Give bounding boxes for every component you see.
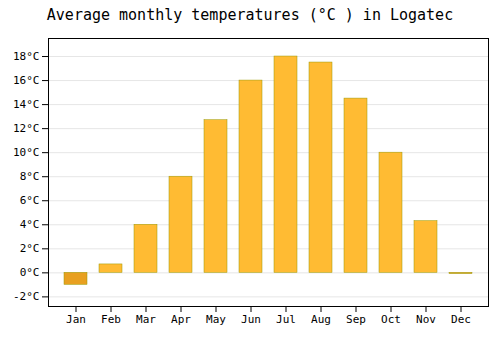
svg-text:Dec: Dec (451, 313, 471, 326)
svg-text:12°C: 12°C (13, 122, 40, 135)
svg-text:Apr: Apr (171, 313, 191, 326)
svg-text:6°C: 6°C (20, 194, 40, 207)
svg-text:16°C: 16°C (13, 74, 40, 87)
svg-text:Jul: Jul (276, 313, 296, 326)
html-text:Average monthly temperatures (: Average monthly temperatures (°C ) in Lo… (46, 6, 454, 24)
svg-text:Nov: Nov (416, 313, 436, 326)
svg-text:Sep: Sep (346, 313, 366, 326)
svg-text:Feb: Feb (101, 313, 121, 326)
svg-text:Jan: Jan (66, 313, 86, 326)
svg-text:Jun: Jun (241, 313, 261, 326)
svg-text:Mar: Mar (136, 313, 156, 326)
svg-text:2°C: 2°C (20, 242, 40, 255)
svg-text:May: May (206, 313, 226, 326)
svg-text:0°C: 0°C (20, 266, 40, 279)
svg-text:4°C: 4°C (20, 218, 40, 231)
svg-text:Aug: Aug (311, 313, 331, 326)
svg-text:14°C: 14°C (13, 98, 40, 111)
svg-text:18°C: 18°C (13, 50, 40, 63)
svg-text:10°C: 10°C (13, 146, 40, 159)
svg-text:8°C: 8°C (20, 170, 40, 183)
svg-text:-2°C: -2°C (13, 290, 40, 303)
svg-text:Oct: Oct (381, 313, 401, 326)
